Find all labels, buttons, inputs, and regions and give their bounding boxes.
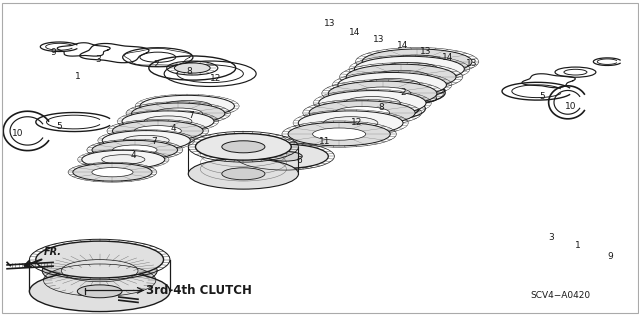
Ellipse shape (82, 150, 165, 169)
Ellipse shape (132, 103, 225, 124)
Ellipse shape (378, 87, 423, 99)
Ellipse shape (77, 285, 122, 298)
Text: 14: 14 (442, 53, 453, 62)
Text: 5: 5 (56, 122, 62, 131)
Ellipse shape (188, 159, 298, 189)
Text: 9: 9 (51, 48, 56, 57)
Ellipse shape (36, 241, 164, 278)
Text: FR.: FR. (44, 247, 62, 257)
Ellipse shape (144, 116, 192, 127)
Ellipse shape (140, 95, 234, 117)
Ellipse shape (222, 141, 265, 153)
Text: 8: 8 (378, 103, 384, 112)
Ellipse shape (338, 72, 447, 97)
Ellipse shape (73, 163, 152, 181)
Text: 4: 4 (131, 151, 136, 160)
Ellipse shape (241, 144, 328, 168)
Ellipse shape (113, 145, 157, 155)
Ellipse shape (102, 155, 145, 164)
Ellipse shape (29, 271, 170, 312)
Ellipse shape (356, 81, 445, 105)
Ellipse shape (268, 152, 302, 161)
Ellipse shape (372, 70, 429, 84)
Ellipse shape (154, 108, 202, 119)
Ellipse shape (336, 98, 419, 120)
Ellipse shape (323, 117, 378, 129)
Ellipse shape (355, 56, 465, 82)
Text: 13: 13 (373, 35, 385, 44)
Text: 14: 14 (349, 28, 361, 37)
Ellipse shape (124, 135, 169, 145)
Ellipse shape (351, 102, 404, 116)
Ellipse shape (381, 63, 438, 76)
Ellipse shape (122, 111, 214, 132)
Ellipse shape (113, 121, 203, 141)
Ellipse shape (346, 64, 456, 90)
Ellipse shape (388, 55, 445, 68)
Text: 8: 8 (187, 67, 193, 76)
Text: 1: 1 (575, 241, 581, 250)
Ellipse shape (92, 140, 177, 160)
Text: 10: 10 (12, 129, 23, 138)
Ellipse shape (362, 49, 472, 74)
Ellipse shape (288, 122, 390, 146)
Text: 10: 10 (565, 102, 577, 111)
Ellipse shape (195, 133, 291, 160)
Text: 1: 1 (75, 72, 81, 81)
Text: 2: 2 (400, 88, 406, 97)
Text: 13: 13 (466, 59, 477, 68)
Ellipse shape (364, 78, 420, 91)
Text: 7: 7 (188, 111, 194, 120)
Text: 5: 5 (540, 92, 545, 101)
Text: 4: 4 (170, 124, 176, 133)
Text: 9: 9 (608, 252, 614, 261)
Ellipse shape (328, 81, 437, 106)
Ellipse shape (344, 97, 400, 109)
Ellipse shape (222, 168, 265, 180)
Text: 3: 3 (95, 55, 100, 64)
Ellipse shape (319, 91, 426, 115)
Text: 13: 13 (420, 47, 431, 56)
Ellipse shape (335, 107, 390, 119)
Ellipse shape (102, 130, 190, 150)
Ellipse shape (312, 128, 365, 140)
Text: 2: 2 (154, 60, 159, 69)
Ellipse shape (163, 100, 212, 112)
Text: 6: 6 (297, 156, 303, 165)
Text: 3rd-4th CLUTCH: 3rd-4th CLUTCH (147, 284, 252, 297)
Ellipse shape (364, 105, 392, 112)
Text: 12: 12 (351, 117, 362, 127)
Text: 11: 11 (319, 137, 331, 145)
Ellipse shape (134, 126, 181, 136)
Ellipse shape (174, 63, 210, 73)
Ellipse shape (355, 87, 411, 100)
Text: 14: 14 (397, 41, 409, 50)
Ellipse shape (52, 266, 148, 294)
Text: 12: 12 (209, 74, 221, 83)
Ellipse shape (309, 101, 415, 125)
Text: SCV4−A0420: SCV4−A0420 (531, 291, 591, 300)
Text: 7: 7 (151, 137, 157, 146)
Ellipse shape (42, 254, 157, 287)
Ellipse shape (92, 167, 133, 177)
Text: 13: 13 (324, 19, 335, 28)
Ellipse shape (298, 111, 403, 135)
Text: 3: 3 (548, 233, 554, 242)
